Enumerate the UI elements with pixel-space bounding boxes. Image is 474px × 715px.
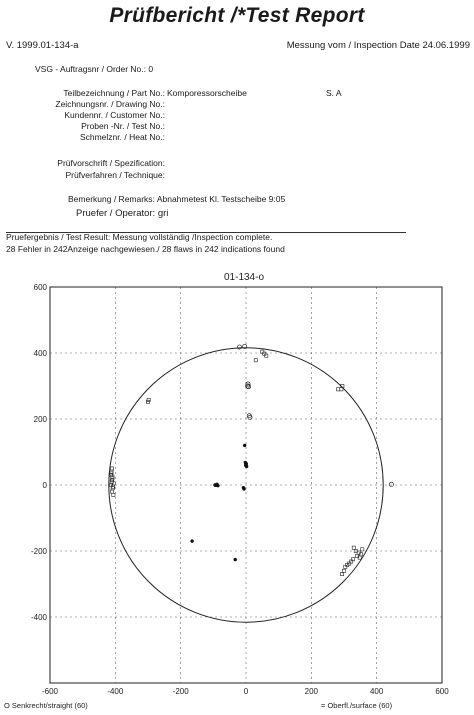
surface-indication xyxy=(351,545,356,550)
surface-indication xyxy=(264,353,269,358)
surface-indication xyxy=(357,555,362,560)
field-value-part: Komporessorscheibe xyxy=(167,88,247,98)
straight-indication xyxy=(245,383,251,389)
legend-straight: O Senkrecht/straight (60) xyxy=(4,701,88,710)
flaws-summary: 28 Fehler in 242Anzeige nachgewiesen./ 2… xyxy=(6,244,285,254)
remarks-label: Bemerkung / Remarks: xyxy=(68,194,155,204)
surface-indication xyxy=(349,559,354,564)
surface-indication xyxy=(111,484,115,489)
surface-indication xyxy=(340,572,344,577)
surface-indication xyxy=(110,478,114,482)
order-value: 0 xyxy=(148,64,154,74)
dense-indication xyxy=(233,557,237,562)
dense-indication xyxy=(190,539,194,543)
remarks: Bemerkung / Remarks: Abnahmetest Kl. Tes… xyxy=(68,194,285,204)
surface-indication xyxy=(343,564,348,569)
straight-indication xyxy=(388,481,394,487)
chart-grid xyxy=(50,287,442,683)
axis-ticks: -600 -400 -200 0 200 400 600 -400 -200 0 200 400 600 xyxy=(31,283,449,696)
operator-label: Pruefer / Operator: xyxy=(76,208,156,219)
test-result: Pruefergebnis / Test Result: Messung vol… xyxy=(6,232,273,242)
surface-indication xyxy=(110,466,114,471)
straight-indication xyxy=(246,384,252,390)
operator-value: gri xyxy=(157,208,169,219)
y-tick-label: -200 xyxy=(31,547,48,556)
field-label-drawing: Zeichnungsnr. / Drawing No.: xyxy=(55,99,165,109)
order-number: VSG - Auftragsnr / Order No.: 0 xyxy=(35,64,153,74)
surface-indication xyxy=(146,397,151,402)
surface-indication xyxy=(111,493,116,497)
x-tick-label: 600 xyxy=(435,687,449,696)
dense-indication xyxy=(242,443,247,448)
plot-frame xyxy=(49,286,443,684)
surface-indication xyxy=(262,351,267,356)
report-title: Prüfbericht /*Test Report xyxy=(109,4,365,27)
surface-indication xyxy=(360,547,365,552)
divider xyxy=(6,232,406,233)
straight-indication xyxy=(237,344,242,350)
order-label: VSG - Auftragsnr / Order No.: xyxy=(35,64,147,74)
surface-indication xyxy=(260,349,265,354)
straight-indication xyxy=(245,381,251,387)
y-tick-label: 400 xyxy=(34,349,48,358)
field-label-heat: Schmelznr. / Heat No.: xyxy=(79,132,165,142)
inspection-date: Messung vom / Inspection Date 24.06.1999 xyxy=(286,40,470,51)
field-extra-part: S. A xyxy=(326,88,342,98)
y-tick-label: 200 xyxy=(34,415,48,424)
version-number: V. 1999.01-134-a xyxy=(6,40,79,51)
y-tick-label: 600 xyxy=(34,283,48,292)
dense-indication xyxy=(243,463,248,467)
straight-indication xyxy=(242,343,248,349)
surface-indication xyxy=(336,387,341,392)
field-label-part: Teilbezeichnung / Part No.: xyxy=(63,88,165,98)
surface-indication xyxy=(342,568,346,573)
chart-title: 01-134-o xyxy=(224,272,264,283)
x-tick-label: 200 xyxy=(305,687,319,696)
x-tick-label: -600 xyxy=(42,687,59,696)
surface-indication xyxy=(345,562,350,567)
field-label-customer: Kundennr. / Customer No.: xyxy=(64,110,165,120)
dense-indication xyxy=(242,487,246,491)
technique-label: Prüfverfahren / Technique: xyxy=(65,170,165,180)
operator: Pruefer / Operator: gri xyxy=(76,208,168,219)
x-tick-label: 400 xyxy=(370,687,384,696)
field-label-test: Proben -Nr. / Test No.: xyxy=(81,121,165,131)
surface-indication xyxy=(146,399,150,404)
surface-indication xyxy=(351,557,356,562)
straight-indication xyxy=(247,414,253,420)
remarks-value: Abnahmetest Kl. Testscheibe 9:05 xyxy=(156,194,286,204)
x-tick-label: -200 xyxy=(173,687,190,696)
x-tick-label: 0 xyxy=(244,687,249,696)
y-tick-label: -400 xyxy=(31,613,48,622)
x-tick-label: -400 xyxy=(107,687,124,696)
y-tick-label: 0 xyxy=(43,481,48,490)
dense-indication xyxy=(213,483,218,488)
legend-surface: = Oberfl./surface (60) xyxy=(321,701,393,710)
indication-marks xyxy=(108,343,394,577)
spec-label: Prüfvorschrift / Spezification: xyxy=(57,158,165,168)
surface-indication xyxy=(110,489,114,494)
surface-indication xyxy=(253,358,258,363)
flaw-map-chart: 01-134-o -600 -400 -200 0 200 400 600 -400 -200 0… xyxy=(4,272,449,710)
